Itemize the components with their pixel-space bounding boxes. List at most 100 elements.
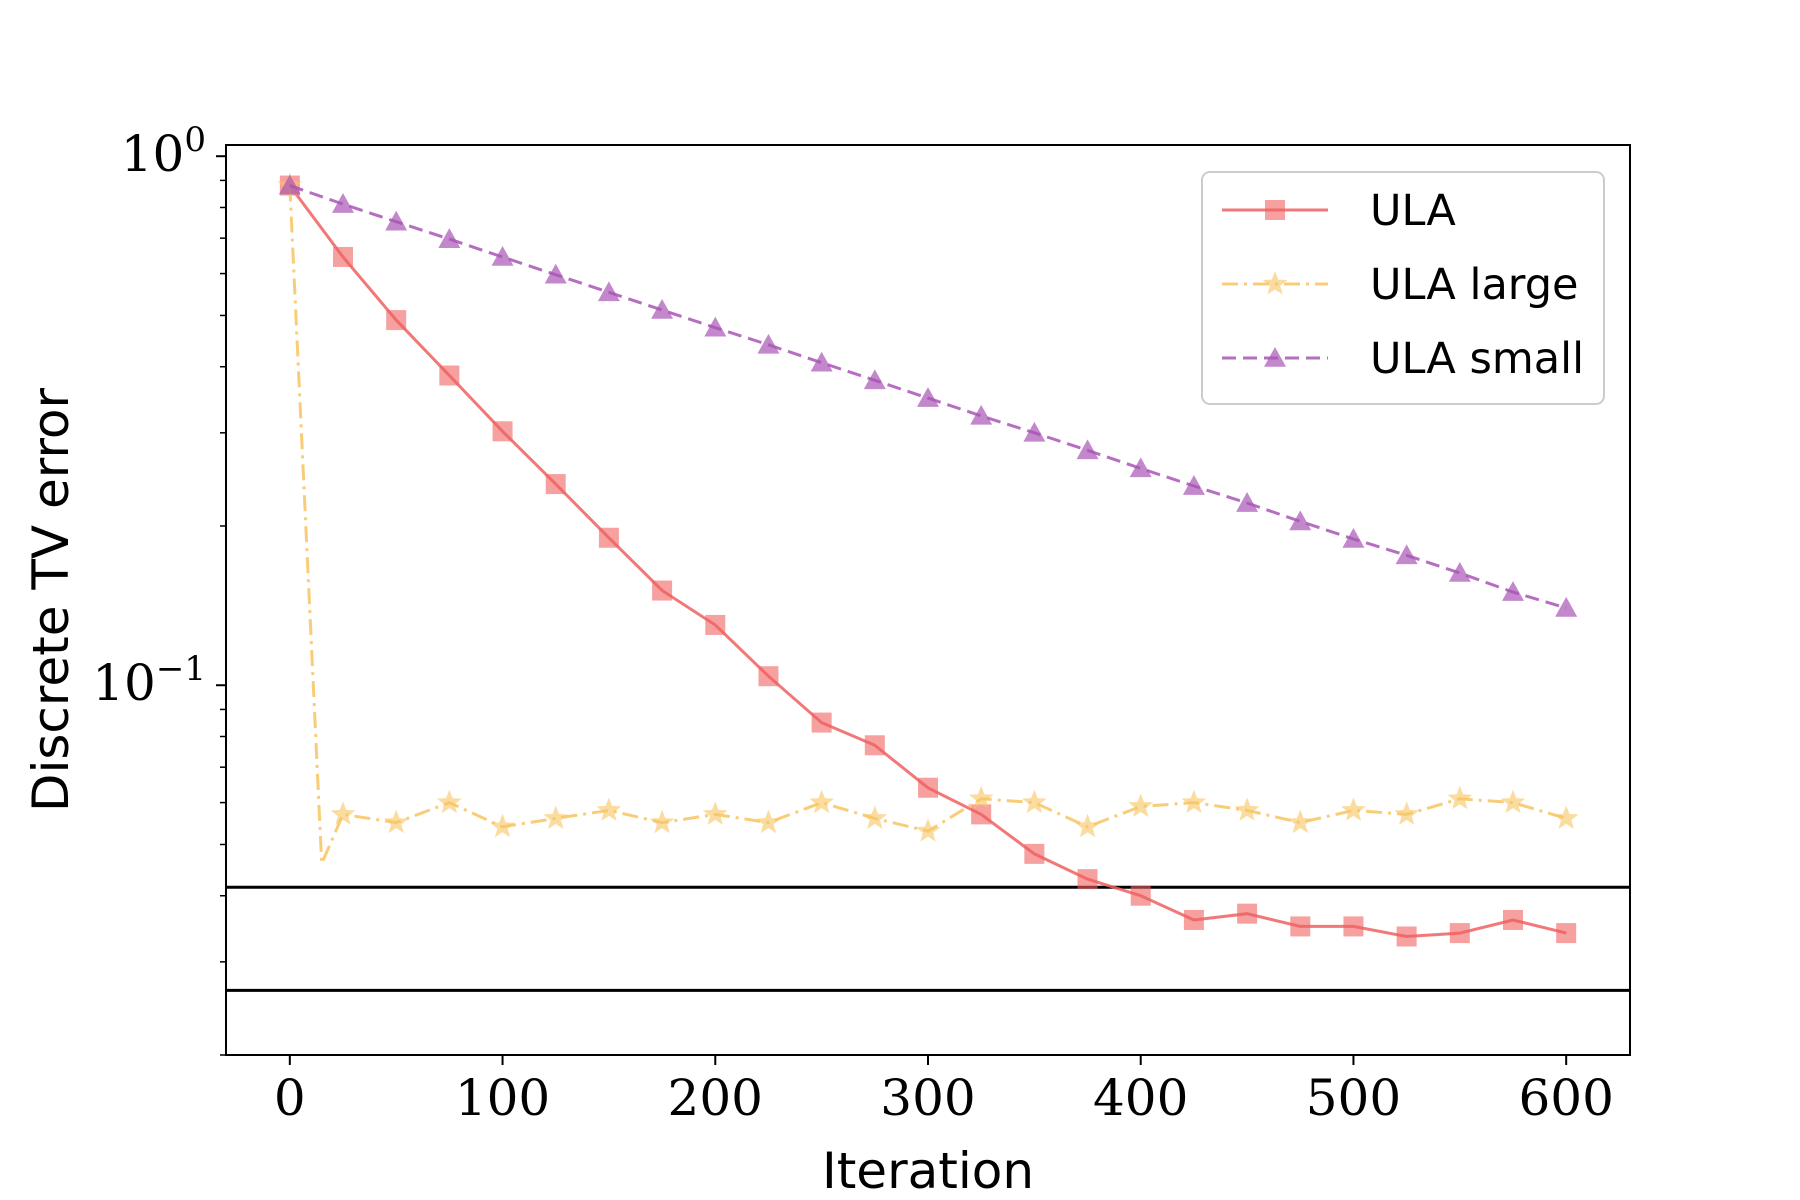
- data-point-0-21: [1396, 926, 1417, 947]
- data-point-2-23: [1502, 581, 1524, 601]
- data-point-1-24: [1500, 789, 1526, 814]
- legend-label-0: ULA: [1370, 186, 1456, 236]
- data-point-0-6: [598, 527, 619, 548]
- data-point-1-8: [649, 809, 675, 834]
- data-point-0-12: [918, 777, 938, 798]
- data-point-0-18: [1237, 903, 1258, 924]
- data-point-1-9: [702, 801, 728, 825]
- data-point-1-14: [968, 785, 994, 810]
- data-point-1-21: [1341, 797, 1366, 821]
- data-point-1-19: [1234, 797, 1260, 821]
- data-point-0-23: [1503, 909, 1523, 930]
- data-point-2-21: [1395, 544, 1418, 565]
- data-point-2-20: [1342, 527, 1365, 548]
- data-point-2-24: [1555, 596, 1578, 617]
- data-point-2-19: [1289, 510, 1312, 531]
- data-point-0-3: [439, 365, 460, 386]
- x-tick-label: 400: [1093, 1069, 1188, 1127]
- data-point-0-7: [652, 580, 673, 601]
- data-point-2-16: [1129, 457, 1152, 478]
- data-point-2-6: [597, 281, 620, 302]
- data-point-1-13: [915, 818, 941, 842]
- data-point-2-18: [1236, 492, 1259, 512]
- x-tick-label: 200: [668, 1069, 763, 1127]
- legend-label-2: ULA small: [1370, 334, 1584, 384]
- data-point-1-11: [809, 789, 834, 814]
- x-tick-label: 500: [1306, 1069, 1401, 1127]
- data-point-2-3: [438, 228, 461, 248]
- legend-item-1: ULA large: [1222, 260, 1578, 310]
- legend-marker-0: [1265, 200, 1285, 220]
- data-point-2-9: [757, 333, 780, 354]
- y-tick-label: 100: [121, 120, 206, 183]
- data-point-1-20: [1287, 809, 1313, 834]
- data-point-2-10: [810, 351, 833, 372]
- legend-marker-2: [1264, 347, 1286, 367]
- data-point-0-15: [1077, 869, 1098, 890]
- data-point-0-1: [333, 246, 353, 267]
- data-point-2-11: [863, 369, 886, 390]
- data-point-0-8: [705, 614, 726, 635]
- data-point-0-10: [811, 712, 832, 733]
- data-point-2-22: [1448, 561, 1471, 582]
- data-point-1-3: [383, 809, 409, 834]
- data-point-1-10: [756, 809, 781, 834]
- y-axis-label: Discrete TV error: [22, 388, 80, 813]
- legend-marker-1: [1262, 271, 1288, 295]
- data-point-0-13: [971, 804, 992, 825]
- series-2: [278, 174, 1578, 617]
- data-point-1-2: [330, 801, 356, 825]
- data-point-1-18: [1181, 789, 1207, 814]
- data-point-0-17: [1183, 909, 1204, 930]
- data-point-2-13: [970, 404, 993, 425]
- data-point-1-16: [1075, 813, 1100, 838]
- data-point-1-22: [1394, 801, 1419, 825]
- data-point-2-4: [491, 245, 514, 266]
- data-point-0-16: [1130, 885, 1151, 906]
- x-axis-label: Iteration: [822, 1142, 1034, 1200]
- data-point-1-12: [862, 805, 888, 829]
- data-point-2-17: [1182, 475, 1205, 495]
- data-point-1-5: [490, 813, 515, 838]
- data-point-0-2: [386, 310, 407, 331]
- data-point-2-8: [704, 316, 727, 337]
- data-point-2-12: [917, 387, 939, 407]
- x-tick-label: 0: [274, 1069, 306, 1127]
- data-point-2-14: [1023, 421, 1046, 442]
- data-point-0-5: [545, 474, 566, 495]
- series-0: [279, 175, 1577, 947]
- data-point-2-7: [651, 299, 674, 319]
- x-tick-label: 600: [1518, 1069, 1613, 1127]
- data-point-1-7: [596, 797, 622, 821]
- series-line-1: [288, 185, 1567, 865]
- x-tick-label: 100: [455, 1069, 550, 1127]
- data-point-0-20: [1343, 916, 1364, 937]
- data-point-2-15: [1076, 439, 1099, 460]
- legend-frame: [1201, 171, 1605, 405]
- data-point-1-23: [1447, 785, 1473, 810]
- data-point-0-9: [758, 666, 779, 687]
- plot-marks: [226, 172, 1630, 992]
- data-point-1-4: [437, 789, 462, 814]
- data-point-2-1: [332, 193, 354, 213]
- data-point-0-19: [1290, 916, 1311, 937]
- legend-label-1: ULA large: [1370, 260, 1578, 310]
- y-tick-label: 10−1: [92, 649, 206, 712]
- data-point-1-17: [1128, 793, 1154, 817]
- data-point-0-24: [1556, 923, 1577, 944]
- data-point-1-15: [1022, 789, 1047, 814]
- data-point-2-5: [544, 263, 567, 284]
- legend-item-2: ULA small: [1222, 334, 1584, 384]
- legend-item-0: ULA: [1222, 186, 1456, 236]
- data-point-1-6: [543, 805, 569, 829]
- legend: ULA ULA large ULA small: [1201, 171, 1605, 405]
- data-point-2-2: [385, 210, 408, 231]
- data-point-2-0: [278, 174, 301, 195]
- data-point-0-14: [1024, 843, 1045, 864]
- x-tick-label: 300: [880, 1069, 975, 1127]
- data-point-0-4: [492, 421, 513, 442]
- data-point-0-11: [864, 735, 885, 756]
- x-axis: 0 100 200 300 400 500 600: [274, 1055, 1614, 1127]
- data-point-0-22: [1449, 923, 1470, 944]
- data-point-1-25: [1553, 805, 1579, 829]
